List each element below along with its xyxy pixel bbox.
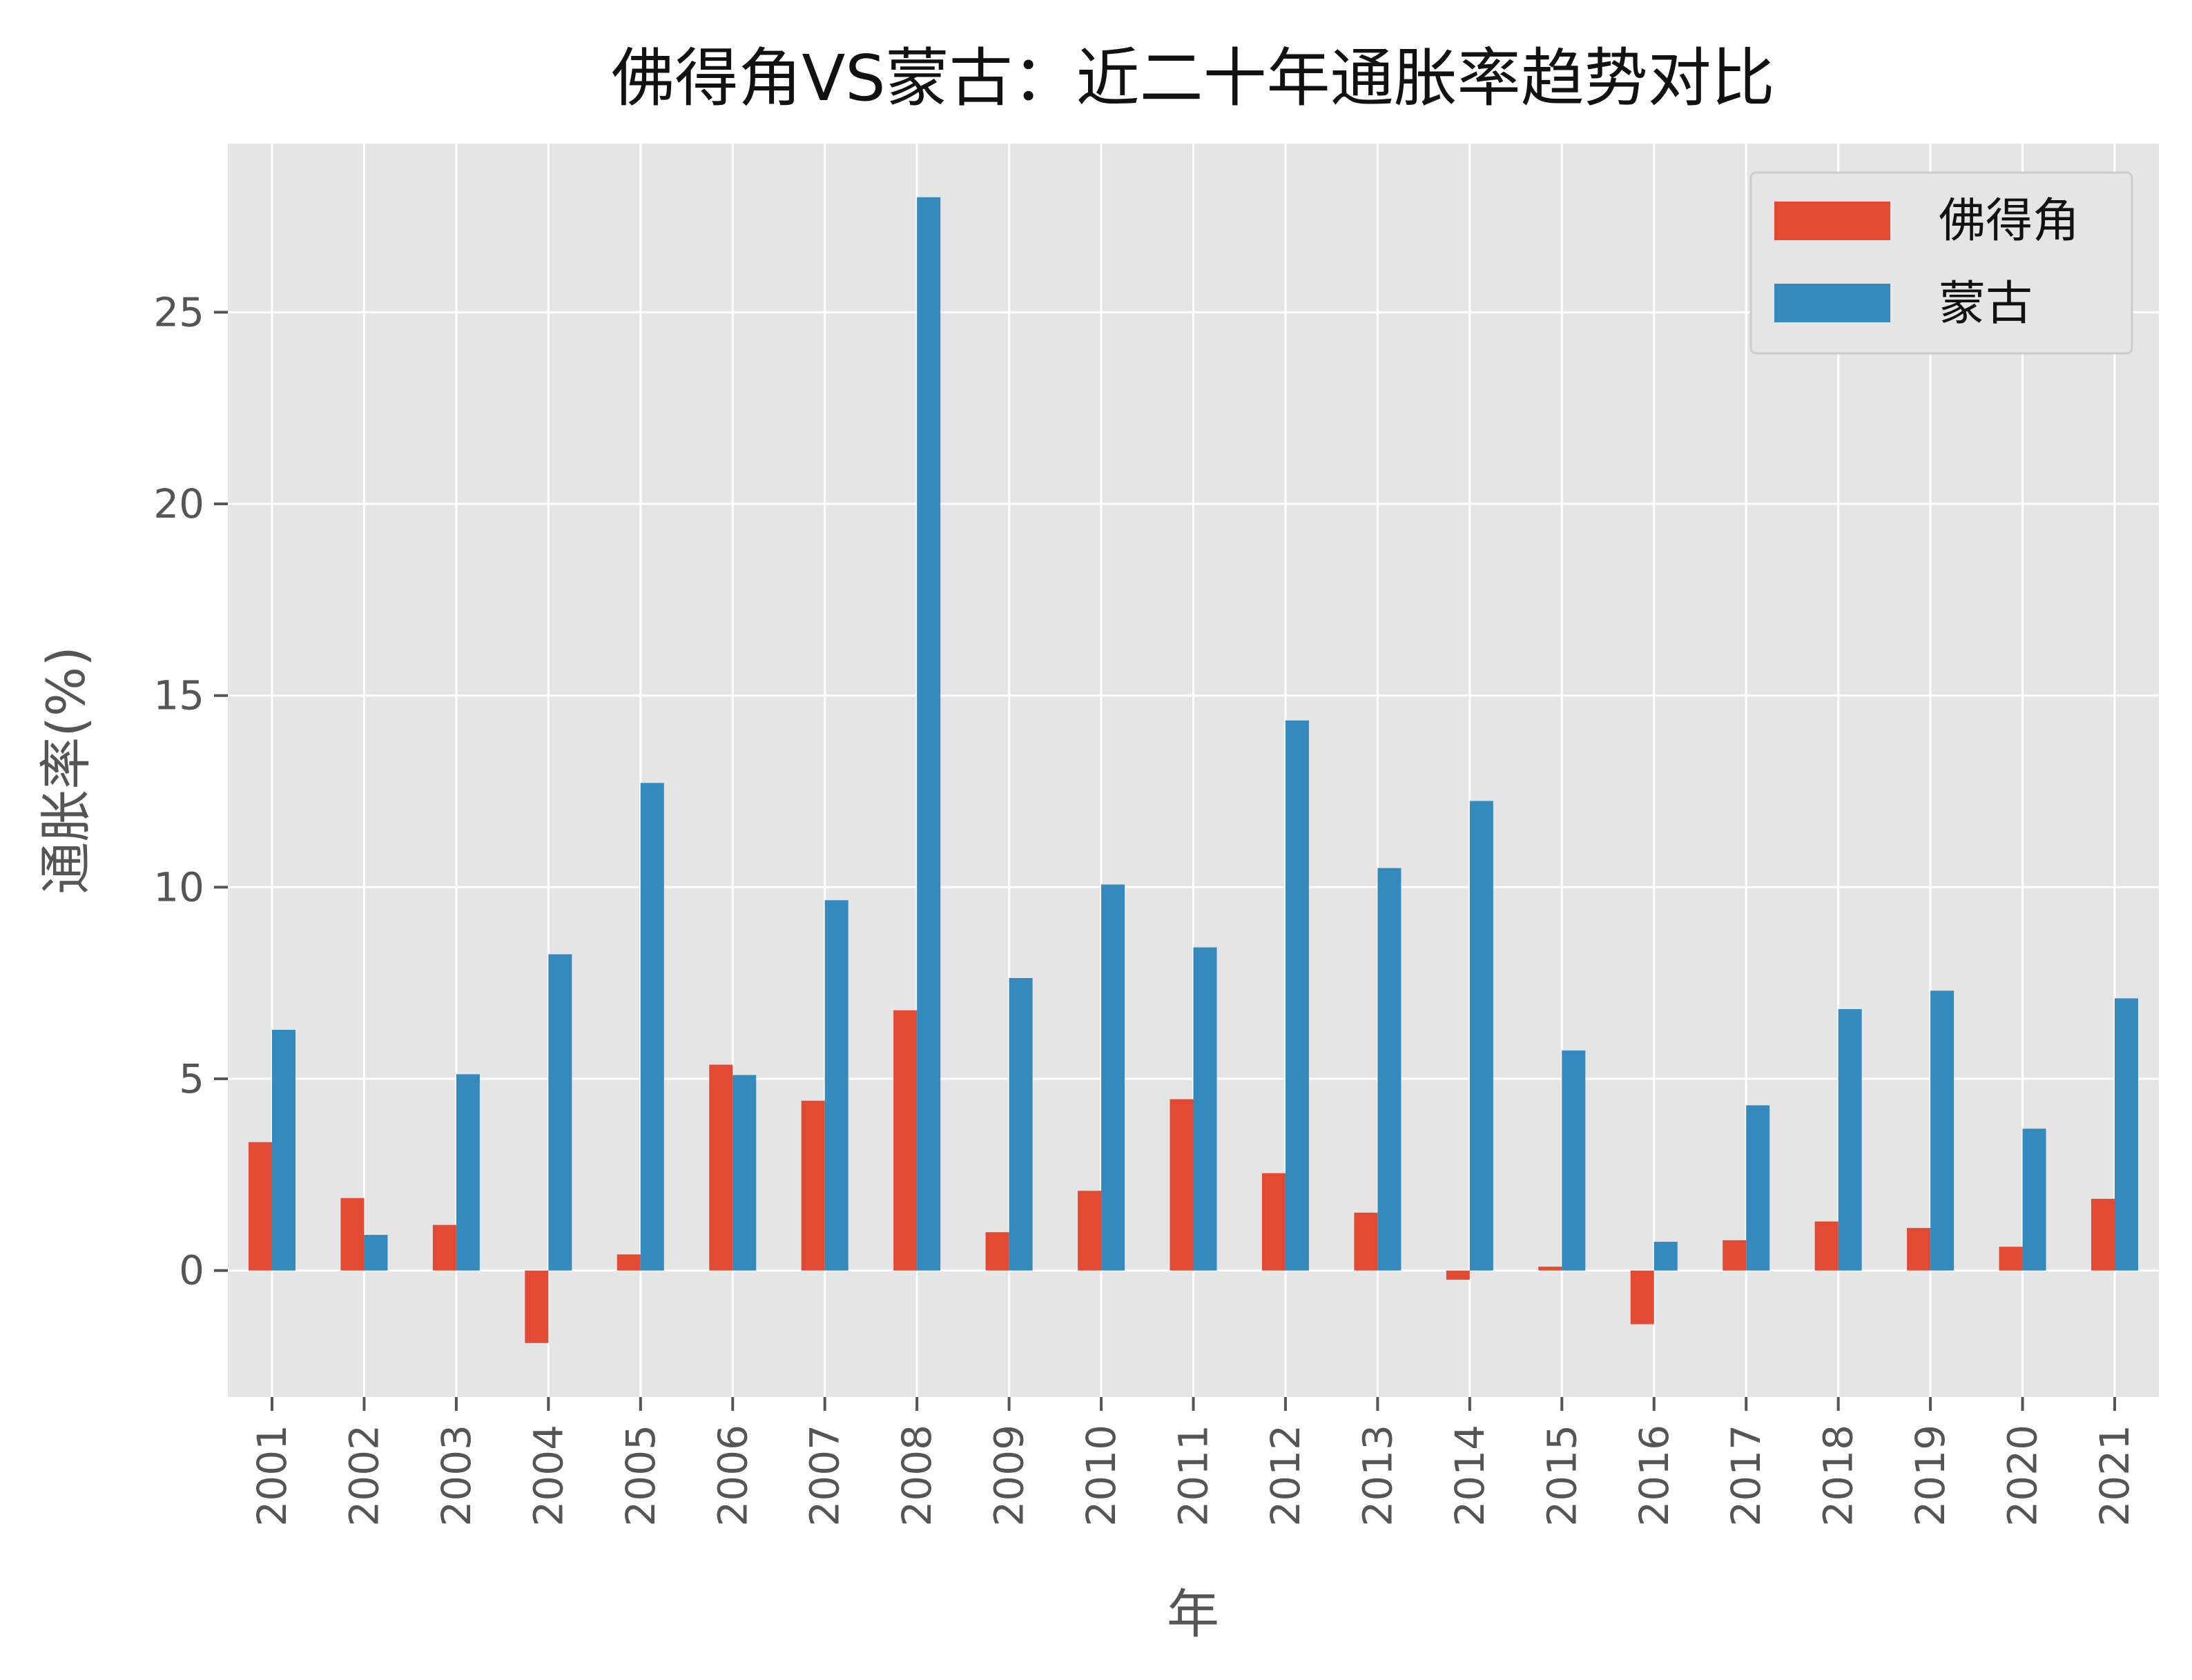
x-tick-label-2010: 2010 — [1078, 1425, 1125, 1527]
y-axis-ticks: 0 5 10 15 20 25 — [153, 289, 228, 1294]
bar-蒙古-2013 — [1377, 868, 1401, 1271]
y-tick-label-15: 15 — [153, 672, 204, 719]
bar-佛得角-2003 — [432, 1224, 456, 1271]
bar-佛得角-2015 — [1538, 1267, 1562, 1271]
bar-蒙古-2003 — [456, 1074, 480, 1271]
x-tick-label-2018: 2018 — [1815, 1425, 1862, 1527]
x-tick-label-2015: 2015 — [1538, 1425, 1585, 1527]
x-tick-label-2014: 2014 — [1446, 1425, 1493, 1527]
bar-蒙古-2010 — [1101, 884, 1125, 1271]
bar-蒙古-2017 — [1746, 1105, 1770, 1271]
legend-swatch-cabo-verde — [1774, 202, 1890, 240]
bar-蒙古-2012 — [1285, 720, 1309, 1271]
bar-佛得角-2002 — [340, 1198, 365, 1271]
y-tick-label-0: 0 — [179, 1247, 204, 1294]
bar-佛得角-2005 — [617, 1254, 641, 1271]
x-tick-label-2007: 2007 — [802, 1425, 848, 1527]
x-tick-label-2005: 2005 — [617, 1425, 664, 1527]
bar-蒙古-2002 — [364, 1235, 388, 1271]
bar-佛得角-2006 — [709, 1064, 733, 1271]
x-tick-label-2017: 2017 — [1723, 1425, 1769, 1527]
bar-蒙古-2005 — [640, 783, 664, 1271]
x-tick-label-2012: 2012 — [1262, 1425, 1309, 1527]
x-tick-label-2008: 2008 — [893, 1425, 940, 1527]
y-tick-label-5: 5 — [179, 1055, 204, 1102]
bar-佛得角-2008 — [893, 1010, 918, 1271]
bar-蒙古-2021 — [2115, 998, 2138, 1271]
bar-佛得角-2001 — [249, 1142, 272, 1271]
y-tick-label-25: 25 — [153, 289, 204, 335]
bar-蒙古-2020 — [2022, 1129, 2046, 1271]
legend-swatch-mongolia — [1774, 284, 1890, 322]
x-tick-label-2013: 2013 — [1354, 1425, 1401, 1527]
x-axis-label: 年 — [1167, 1583, 1219, 1645]
y-tick-label-10: 10 — [153, 863, 204, 910]
bar-蒙古-2008 — [917, 197, 941, 1271]
x-tick-label-2001: 2001 — [249, 1425, 295, 1527]
y-axis-label: 通胀率(%) — [35, 646, 97, 895]
bar-蒙古-2014 — [1469, 801, 1493, 1271]
bar-蒙古-2011 — [1193, 947, 1217, 1271]
x-tick-label-2011: 2011 — [1170, 1425, 1217, 1527]
chart-title: 佛得角VS蒙古：近二十年通胀率趋势对比 — [611, 41, 1774, 115]
bar-佛得角-2009 — [985, 1232, 1009, 1271]
x-tick-label-2002: 2002 — [340, 1425, 387, 1527]
bar-蒙古-2001 — [272, 1029, 295, 1271]
bar-蒙古-2019 — [1930, 990, 1955, 1271]
legend: 佛得角 蒙古 — [1749, 171, 2133, 355]
y-tick-label-20: 20 — [153, 480, 204, 527]
bar-佛得角-2016 — [1630, 1270, 1654, 1325]
x-tick-label-2021: 2021 — [2091, 1425, 2138, 1527]
bar-蒙古-2015 — [1562, 1050, 1586, 1271]
x-tick-label-2009: 2009 — [986, 1425, 1033, 1527]
bar-蒙古-2007 — [824, 900, 848, 1271]
bar-佛得角-2011 — [1170, 1099, 1194, 1271]
bar-佛得角-2004 — [525, 1270, 549, 1343]
bar-佛得角-2017 — [1723, 1240, 1747, 1271]
bar-蒙古-2018 — [1838, 1008, 1862, 1271]
x-tick-label-2003: 2003 — [433, 1425, 480, 1527]
bar-蒙古-2004 — [548, 954, 572, 1271]
x-axis-ticks: 2001 2002 2003 2004 2005 2006 2007 2008 2009 2010… — [249, 1397, 2138, 1527]
bar-佛得角-2021 — [2091, 1198, 2115, 1271]
x-tick-label-2006: 2006 — [709, 1425, 756, 1527]
bar-佛得角-2020 — [1999, 1247, 2023, 1271]
bar-佛得角-2014 — [1446, 1270, 1470, 1280]
bars-group — [249, 197, 2138, 1343]
bar-佛得角-2018 — [1814, 1221, 1839, 1271]
x-tick-label-2019: 2019 — [1907, 1425, 1954, 1527]
legend-label-cabo-verde: 佛得角 — [1939, 194, 2079, 248]
bar-蒙古-2006 — [733, 1075, 757, 1271]
bar-佛得角-2010 — [1078, 1191, 1102, 1271]
bar-佛得角-2013 — [1354, 1212, 1378, 1271]
bar-佛得角-2019 — [1907, 1228, 1931, 1271]
legend-label-mongolia: 蒙古 — [1939, 277, 2033, 331]
bar-佛得角-2007 — [801, 1100, 825, 1271]
x-tick-label-2004: 2004 — [525, 1425, 572, 1527]
x-tick-label-2016: 2016 — [1631, 1425, 1678, 1527]
bar-蒙古-2016 — [1653, 1242, 1678, 1271]
x-tick-label-2020: 2020 — [1999, 1425, 2046, 1527]
bar-佛得角-2012 — [1261, 1173, 1286, 1271]
bar-蒙古-2009 — [1009, 978, 1033, 1271]
